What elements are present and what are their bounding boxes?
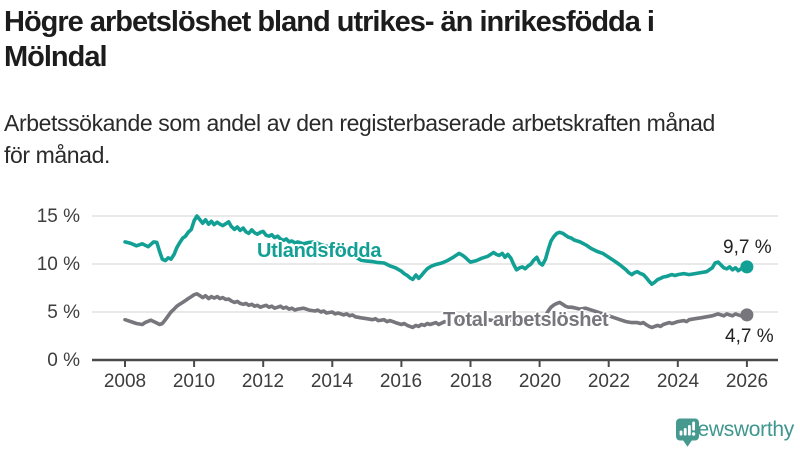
- y-axis-label-10: 10 %: [36, 254, 80, 275]
- end-value-label-utlandsfodda: 9,7 %: [723, 237, 772, 258]
- newsworthy-logo-text: Newsworthy: [682, 418, 795, 441]
- page-title: Högre arbetslöshet bland utrikes- än inr…: [4, 5, 796, 75]
- series-line-utlandsfodda: [123, 214, 749, 287]
- chart-subtitle-line2: för månad.: [4, 142, 110, 168]
- x-axis-label-2016: 2016: [379, 371, 423, 392]
- page-title-line2: Mölndal: [4, 41, 108, 73]
- newsworthy-barchart-pin-icon: [675, 418, 699, 447]
- x-axis-label-2008: 2008: [103, 371, 147, 392]
- x-axis-label-2022: 2022: [587, 371, 631, 392]
- chart-subtitle-line1: Arbetssökande som andel av den registerb…: [4, 110, 715, 136]
- y-axis-label-15: 15 %: [36, 206, 80, 227]
- x-axis-label-2020: 2020: [518, 371, 562, 392]
- x-axis-label-2024: 2024: [656, 371, 700, 392]
- x-axis-label-2026: 2026: [725, 371, 769, 392]
- x-axis-label-2014: 2014: [310, 371, 354, 392]
- series-label-utlandsfodda: Utlandsfödda: [257, 240, 382, 262]
- series-end-dot-utlandsfodda: [740, 260, 754, 274]
- page-title-line1: Högre arbetslöshet bland utrikes- än inr…: [4, 6, 655, 38]
- x-axis-label-2012: 2012: [241, 371, 285, 392]
- series-label-total-arbetsloshet: Total arbetslöshet: [443, 309, 609, 331]
- series-end-dot-total-arbetsloshet: [740, 308, 754, 322]
- end-value-label-total: 4,7 %: [725, 326, 774, 347]
- y-axis-label-5: 5 %: [47, 302, 80, 323]
- y-axis-label-0: 0 %: [47, 350, 80, 371]
- series-line-total-arbetsloshet: [123, 291, 749, 330]
- newsworthy-logo[interactable]: Newsworthy: [675, 418, 794, 448]
- chart-subtitle: Arbetssökande som andel av den registerb…: [4, 107, 796, 171]
- x-axis-label-2010: 2010: [172, 371, 216, 392]
- x-axis-label-2018: 2018: [449, 371, 493, 392]
